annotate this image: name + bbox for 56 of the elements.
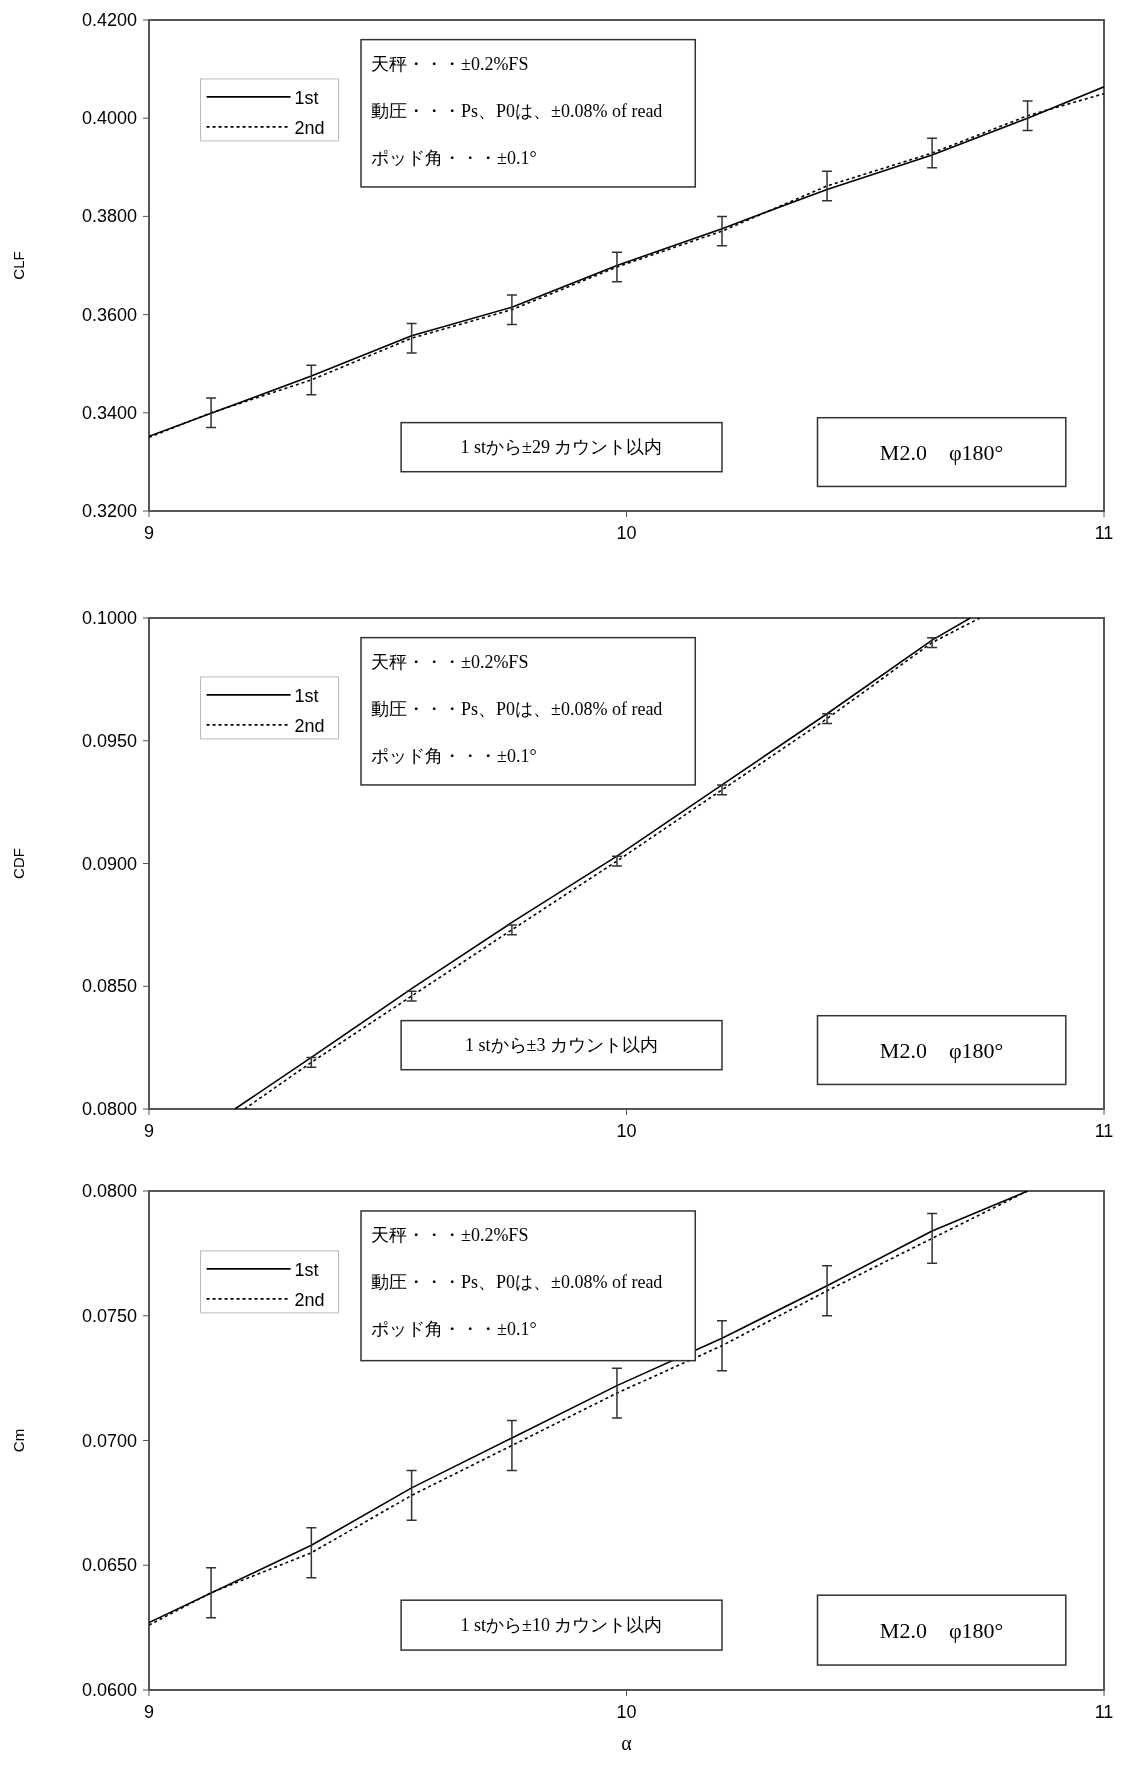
note-box: M2.0 φ180° — [816, 1594, 1067, 1666]
x-tick-label: 9 — [143, 1121, 155, 1141]
annotation: M2.0 φ180° — [879, 1038, 1004, 1064]
legend-label: 1st — [294, 1259, 319, 1280]
y-axis-title: Cm — [10, 1428, 27, 1453]
y-tick-label: 0.3400 — [81, 402, 137, 423]
y-tick-label: 0.1000 — [81, 608, 137, 628]
annotation: 天秤・・・±0.2%FS — [371, 651, 529, 672]
note-box: 1 stから±10 カウント以内 — [400, 1599, 723, 1651]
annotation: 動圧・・・Ps、P0は、±0.08% of read — [371, 698, 663, 719]
legend-label: 2nd — [294, 117, 325, 138]
annotation: M2.0 φ180° — [879, 440, 1004, 466]
annotation: 1 stから±29 カウント以内 — [460, 437, 663, 458]
y-tick-label: 0.0700 — [81, 1430, 137, 1451]
y-axis-title: CLF — [10, 251, 27, 280]
y-tick-label: 0.3200 — [81, 501, 137, 521]
annotation: 1 stから±3 カウント以内 — [465, 1035, 659, 1056]
annotation: 1 stから±10 カウント以内 — [460, 1615, 663, 1636]
y-tick-label: 0.4200 — [81, 10, 137, 30]
annotation: 天秤・・・±0.2%FS — [371, 1224, 529, 1245]
note-box: 1 stから±29 カウント以内 — [400, 421, 723, 473]
annotation: ポッド角・・・±0.1° — [371, 1318, 537, 1339]
y-tick-label: 0.0800 — [81, 1181, 137, 1201]
legend-label: 2nd — [294, 715, 325, 736]
annotation: 動圧・・・Ps、P0は、±0.08% of read — [371, 100, 663, 121]
note-box: M2.0 φ180° — [816, 1014, 1067, 1086]
note-box: M2.0 φ180° — [816, 416, 1067, 488]
y-tick-label: 0.0600 — [81, 1680, 137, 1700]
y-tick-label: 0.0900 — [81, 853, 137, 874]
y-tick-label: 0.0850 — [81, 976, 137, 997]
x-tick-label: 9 — [143, 1702, 155, 1722]
y-tick-label: 0.0650 — [81, 1555, 137, 1576]
note-box: 1 stから±3 カウント以内 — [400, 1019, 723, 1071]
x-tick-label: 11 — [1094, 1702, 1114, 1722]
annotation: 動圧・・・Ps、P0は、±0.08% of read — [371, 1271, 663, 1292]
annotation: 天秤・・・±0.2%FS — [371, 53, 529, 74]
y-tick-label: 0.3800 — [81, 206, 137, 227]
legend-label: 2nd — [294, 1289, 325, 1310]
y-tick-label: 0.4000 — [81, 108, 137, 129]
annotation: M2.0 φ180° — [879, 1618, 1004, 1644]
legend-label: 1st — [294, 87, 319, 108]
x-axis-title: α — [621, 1732, 633, 1754]
y-tick-label: 0.0750 — [81, 1305, 137, 1326]
y-tick-label: 0.0950 — [81, 730, 137, 751]
x-tick-label: 10 — [616, 523, 637, 543]
y-tick-label: 0.0800 — [81, 1099, 137, 1119]
x-tick-label: 11 — [1094, 523, 1114, 543]
legend-label: 1st — [294, 685, 319, 706]
x-tick-label: 11 — [1094, 1121, 1114, 1141]
x-tick-label: 10 — [616, 1121, 637, 1141]
y-tick-label: 0.3600 — [81, 304, 137, 325]
annotation: ポッド角・・・±0.1° — [371, 147, 537, 168]
x-tick-label: 9 — [143, 523, 155, 543]
annotation: ポッド角・・・±0.1° — [371, 745, 537, 766]
y-axis-title: CDF — [10, 848, 27, 879]
x-tick-label: 10 — [616, 1702, 637, 1722]
